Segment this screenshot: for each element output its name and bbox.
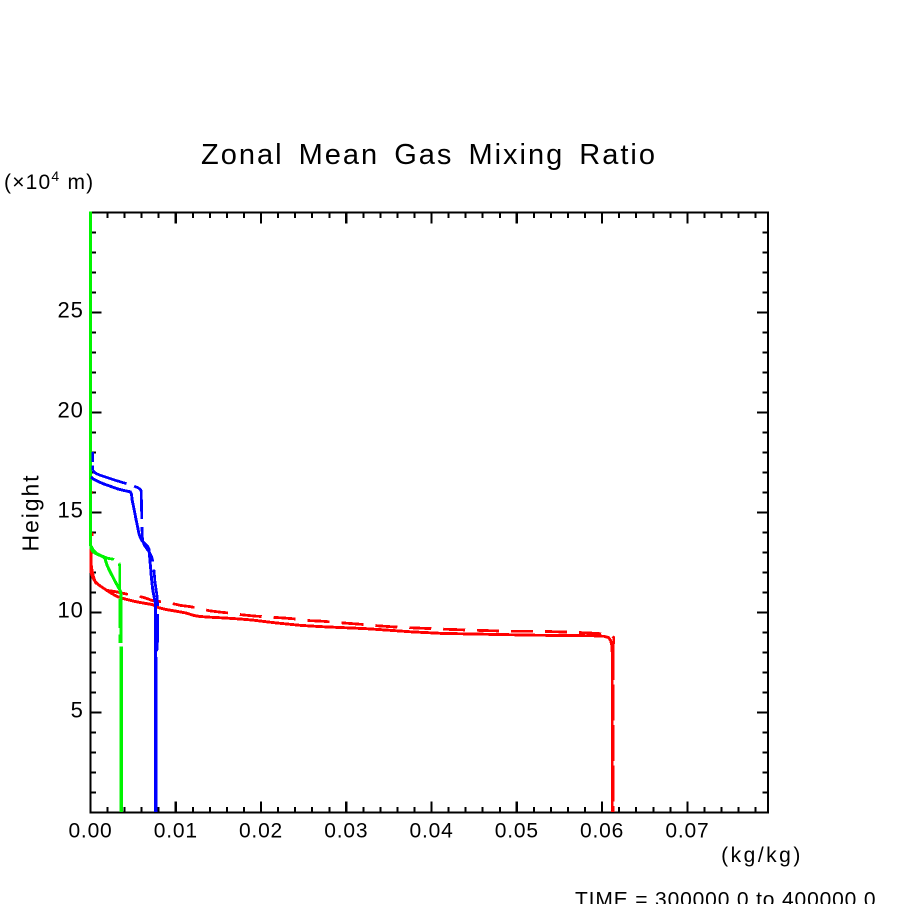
- svg-text:5: 5: [71, 698, 84, 723]
- svg-text:0.07: 0.07: [665, 820, 709, 843]
- svg-text:Zonal Mean Gas Mixing Ratio: Zonal Mean Gas Mixing Ratio: [201, 139, 657, 171]
- svg-text:0.01: 0.01: [154, 820, 198, 843]
- svg-text:0.00: 0.00: [68, 820, 112, 843]
- svg-text:10: 10: [58, 598, 84, 623]
- svg-text:0.04: 0.04: [410, 820, 454, 843]
- svg-text:(×104 m): (×104 m): [4, 168, 94, 194]
- svg-text:20: 20: [58, 398, 84, 423]
- svg-text:15: 15: [58, 498, 84, 523]
- svg-text:0.02: 0.02: [239, 820, 283, 843]
- svg-text:0.05: 0.05: [495, 820, 539, 843]
- svg-text:0.03: 0.03: [324, 820, 368, 843]
- svg-text:Height: Height: [18, 474, 44, 552]
- svg-text:(kg/kg): (kg/kg): [721, 844, 803, 867]
- svg-text:25: 25: [58, 298, 84, 323]
- svg-text:0.06: 0.06: [580, 820, 624, 843]
- svg-text:TIME = 300000.0 to 400000.0: TIME = 300000.0 to 400000.0: [575, 889, 876, 904]
